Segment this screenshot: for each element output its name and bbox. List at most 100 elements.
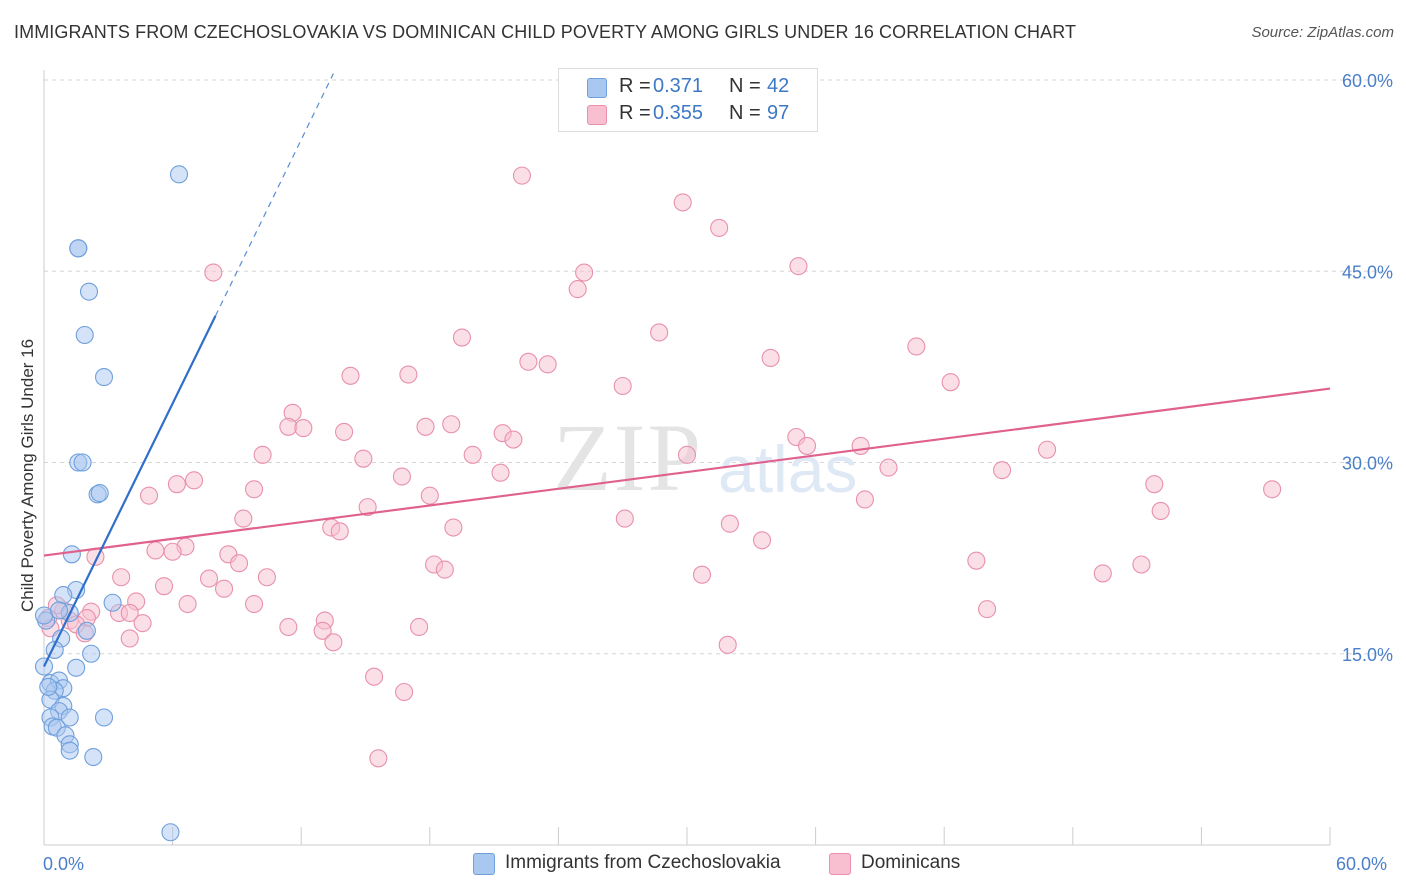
points-layer: [34, 165, 1282, 842]
point-dominican: [851, 436, 870, 455]
point-dominican: [538, 355, 557, 374]
point-dominican: [1038, 440, 1057, 459]
point-dominican: [112, 568, 131, 587]
point-dominican: [967, 551, 986, 570]
point-dominican: [720, 514, 739, 533]
point-dominican: [199, 569, 219, 588]
point-czechoslovakia: [84, 747, 103, 767]
point-dominican: [244, 480, 264, 499]
point-dominican: [435, 560, 454, 579]
legend-r-label: R =: [619, 75, 651, 97]
point-dominican: [420, 486, 439, 505]
point-czechoslovakia: [67, 658, 86, 677]
point-dominican: [519, 352, 538, 371]
point-dominican: [718, 635, 737, 654]
point-dominican: [512, 166, 532, 185]
legend-r-label: R =: [619, 102, 651, 124]
point-czechoslovakia: [39, 677, 58, 696]
point-dominican: [324, 633, 343, 652]
point-dominican: [204, 263, 223, 282]
point-dominican: [463, 445, 482, 464]
point-dominican: [442, 415, 461, 434]
watermark-zip: ZIP: [553, 404, 703, 511]
point-dominican: [673, 193, 692, 212]
x-max-label: 60.0%: [1336, 854, 1387, 874]
point-dominican: [1263, 480, 1282, 499]
point-dominican: [257, 568, 276, 587]
point-czechoslovakia: [62, 545, 81, 564]
point-dominican: [120, 603, 139, 623]
point-czechoslovakia: [103, 593, 122, 612]
point-dominican: [879, 458, 898, 477]
point-dominican: [120, 629, 139, 648]
point-dominican: [139, 486, 159, 505]
legend-label-czechoslovakia: Immigrants from Czechoslovakia: [505, 852, 781, 873]
point-dominican: [452, 328, 472, 347]
point-dominican: [1093, 564, 1112, 583]
point-dominican: [354, 449, 373, 468]
point-dominican: [855, 490, 874, 509]
point-dominican: [650, 323, 669, 342]
x-min-label: 0.0%: [43, 854, 84, 874]
point-dominican: [399, 365, 418, 384]
legend-swatch-dominicans: [587, 105, 607, 125]
point-czechoslovakia: [79, 282, 99, 301]
y-tick-label: 45.0%: [1342, 262, 1393, 282]
point-dominican: [358, 498, 377, 517]
point-czechoslovakia: [94, 708, 114, 727]
trend-layer: [43, 73, 1331, 667]
trendline-dominicans: [43, 387, 1331, 557]
point-dominican: [395, 682, 414, 702]
point-dominican: [392, 467, 411, 486]
point-dominican: [692, 565, 712, 584]
point-dominican: [313, 621, 332, 640]
point-dominican: [163, 542, 182, 561]
point-czechoslovakia: [75, 325, 94, 345]
legend-swatch-czechoslovakia: [587, 78, 607, 98]
point-dominican: [146, 541, 165, 560]
point-czechoslovakia: [161, 823, 180, 842]
legend-r-value: 0.355: [653, 102, 704, 124]
point-dominican: [761, 348, 780, 368]
point-dominican: [941, 373, 960, 392]
point-dominican: [993, 461, 1012, 480]
legend-label-dominicans: Dominicans: [861, 852, 961, 873]
trendline-czechoslovakia-extension: [214, 73, 334, 317]
point-dominican: [491, 463, 510, 482]
y-tick-label: 30.0%: [1342, 454, 1393, 474]
legend-n-value: 97: [767, 102, 790, 124]
point-czechoslovakia: [69, 239, 88, 258]
watermark-atlas: atlas: [718, 432, 857, 506]
point-dominican: [133, 614, 152, 633]
point-dominican: [244, 594, 264, 614]
point-czechoslovakia: [49, 601, 69, 620]
point-czechoslovakia: [60, 741, 79, 760]
stats-legend: R = 0.371 N = 42 R = 0.355 N = 97: [558, 68, 818, 132]
point-dominican: [341, 366, 360, 385]
point-dominican: [797, 436, 817, 455]
point-czechoslovakia: [94, 368, 114, 387]
point-dominican: [1145, 475, 1164, 494]
tick-labels: 15.0% 30.0% 45.0% 60.0%: [1342, 71, 1393, 665]
y-tick-label: 15.0%: [1342, 645, 1393, 665]
point-dominican: [279, 617, 298, 637]
point-dominican: [615, 509, 634, 528]
legend-r-value: 0.371: [653, 75, 704, 97]
point-dominican: [416, 417, 435, 436]
point-dominican: [253, 445, 272, 464]
point-dominican: [568, 280, 587, 299]
point-dominican: [710, 218, 729, 237]
point-dominican: [229, 554, 249, 573]
point-dominican: [178, 594, 197, 614]
legend-n-label: N =: [729, 102, 761, 124]
point-czechoslovakia: [77, 621, 96, 640]
legend-swatch-czechoslovakia: [473, 853, 495, 875]
point-dominican: [335, 422, 354, 441]
point-dominican: [1132, 555, 1151, 574]
point-dominican: [978, 600, 997, 619]
point-dominican: [294, 419, 313, 438]
point-dominican: [444, 518, 463, 537]
point-dominican: [907, 337, 926, 356]
legend-swatch-dominicans: [829, 853, 851, 875]
